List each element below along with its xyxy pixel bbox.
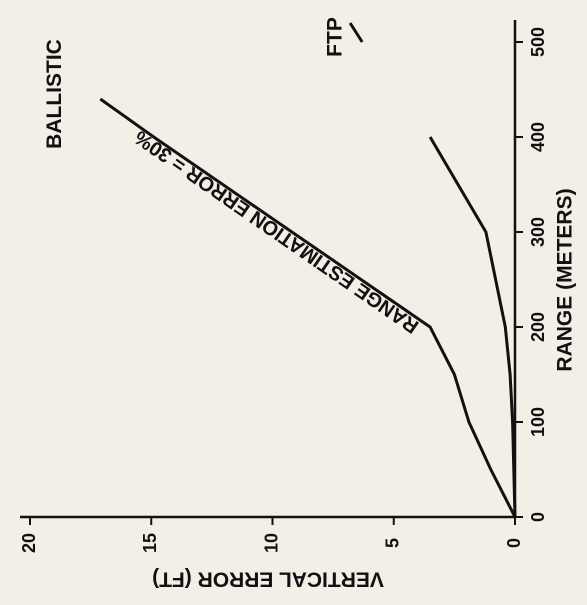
- series-line: [428, 136, 517, 518]
- y-tick-label: 10: [261, 533, 281, 553]
- y-tick-label: 15: [140, 533, 160, 553]
- annotation: RANGE ESTIMATION ERROR = 30%: [130, 126, 423, 338]
- series-label: FTP: [324, 17, 347, 57]
- series-line: [348, 22, 364, 43]
- series-label: BALLISTIC: [43, 39, 66, 149]
- x-tick-label: 300: [528, 217, 548, 247]
- y-tick-label: 20: [19, 533, 39, 553]
- x-tick-label: 500: [528, 27, 548, 57]
- x-axis-label: RANGE (METERS): [554, 188, 577, 371]
- x-tick-label: 200: [528, 312, 548, 342]
- x-tick-label: 100: [528, 407, 548, 437]
- y-tick-label: 5: [383, 538, 403, 548]
- series-line: [99, 97, 517, 518]
- y-axis-label: VERTICAL ERROR (FT): [152, 567, 384, 590]
- x-tick-label: 0: [528, 512, 548, 522]
- y-tick-label: 0: [504, 538, 524, 548]
- x-tick-label: 400: [528, 122, 548, 152]
